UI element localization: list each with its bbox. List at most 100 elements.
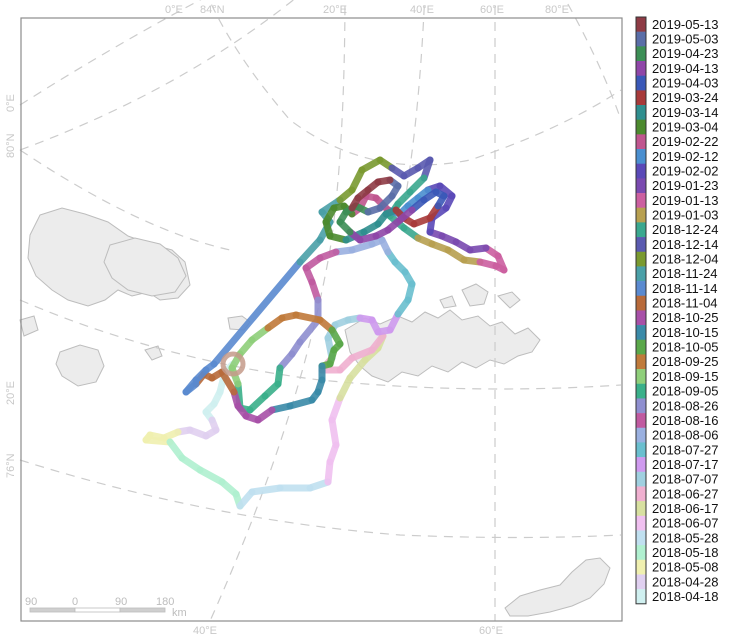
label-left-76n: 76°N	[5, 453, 17, 478]
land-mass-small-islands	[19, 315, 163, 361]
legend-swatch	[636, 442, 646, 458]
legend-swatch	[636, 193, 646, 209]
label-top-0e: 0°E	[165, 4, 183, 16]
legend-swatch	[636, 31, 646, 47]
legend-date-label: 2019-02-12	[652, 149, 719, 164]
legend-swatch	[636, 354, 646, 370]
legend-swatch	[636, 383, 646, 399]
legend-date-label: 2019-05-13	[652, 17, 719, 32]
legend-date-label: 2018-09-15	[652, 369, 719, 384]
track-segment	[210, 258, 304, 368]
date-legend: 2019-05-132019-05-032019-04-232019-04-13…	[635, 16, 719, 605]
legend-date-label: 2018-04-18	[652, 589, 719, 604]
graticule-labels: 0°E 84°N 20°E 40°E 60°E 80°E 0°E 80°N 20…	[5, 4, 569, 637]
legend-swatch	[636, 178, 646, 194]
legend-date-label: 2018-06-07	[652, 516, 719, 531]
legend-swatch	[636, 589, 646, 605]
legend-swatch	[636, 105, 646, 120]
legend-swatch	[636, 486, 646, 502]
track-segment	[292, 311, 324, 324]
legend-swatch	[636, 134, 646, 150]
legend-swatch	[636, 515, 646, 531]
legend-date-label: 2019-01-23	[652, 178, 719, 193]
track-segment	[178, 454, 204, 474]
scale-unit: km	[172, 607, 187, 619]
legend-swatch	[636, 17, 646, 32]
legend-swatch	[636, 369, 646, 385]
track-segment	[196, 466, 226, 486]
legend-swatch	[636, 149, 646, 164]
scale-segment	[119, 607, 166, 613]
track-segment	[336, 374, 354, 402]
legend-swatch	[636, 310, 646, 326]
drift-track	[142, 156, 508, 510]
label-left-80n: 80°N	[5, 133, 17, 158]
track-segment	[218, 368, 238, 396]
legend-swatch	[636, 61, 646, 76]
land-mass-franz-josef-north	[439, 283, 521, 309]
land-mass-nordaustlandet	[103, 237, 187, 297]
legend-date-label: 2018-10-05	[652, 340, 719, 355]
legend-date-label: 2019-03-24	[652, 90, 719, 105]
label-top-80e: 80°E	[545, 4, 569, 16]
legend-date-label: 2018-12-24	[652, 222, 719, 237]
legend-swatch	[636, 281, 646, 297]
legend-date-label: 2018-10-15	[652, 325, 719, 340]
legend-date-label: 2018-07-07	[652, 472, 719, 487]
legend-date-label: 2019-01-13	[652, 193, 719, 208]
legend-date-label: 2019-03-04	[652, 120, 719, 135]
land-mass-edgeoya	[55, 344, 105, 387]
label-top-20e: 20°E	[323, 4, 347, 16]
track-segment	[328, 416, 340, 449]
scale-tick-label: 90	[25, 596, 37, 608]
scale-tick-label: 0	[72, 596, 78, 608]
legend-swatch	[636, 427, 646, 443]
track-segment	[296, 236, 324, 266]
track-segment	[286, 396, 316, 410]
legend-swatch	[636, 545, 646, 561]
track-segment	[348, 166, 366, 194]
legend-swatch	[636, 251, 646, 267]
legend-date-label: 2019-02-22	[652, 134, 719, 149]
track-segment	[142, 436, 174, 446]
label-top-60e: 60°E	[480, 4, 504, 16]
legend-date-label: 2018-12-14	[652, 237, 719, 252]
legend-swatch	[636, 207, 646, 223]
scale-tick-label: 90	[115, 596, 127, 608]
label-left-20e: 20°E	[5, 381, 17, 405]
legend-swatch	[636, 163, 646, 179]
legend-date-label: 2018-06-17	[652, 501, 719, 516]
legend-date-label: 2018-08-06	[652, 428, 719, 443]
legend-date-label: 2018-10-25	[652, 310, 719, 325]
legend-swatch	[636, 237, 646, 253]
track-start-marker	[220, 351, 246, 377]
legend-date-label: 2018-04-28	[652, 574, 719, 589]
legend-color-bar	[635, 16, 647, 605]
legend-date-label: 2019-04-03	[652, 76, 719, 91]
legend-swatch	[636, 46, 646, 62]
legend-swatch	[636, 75, 646, 91]
label-bottom-60e: 60°E	[479, 625, 503, 637]
legend-swatch	[636, 339, 646, 355]
legend-swatch	[636, 457, 646, 473]
track-segment	[328, 394, 344, 424]
legend-date-label: 2018-05-08	[652, 560, 719, 575]
legend-date-label: 2018-09-05	[652, 384, 719, 399]
legend-date-label: 2019-05-03	[652, 32, 719, 47]
legend-date-label: 2018-11-24	[652, 266, 718, 281]
track-segment	[348, 346, 376, 362]
legend-swatch	[636, 471, 646, 487]
legend-swatch	[636, 90, 646, 106]
scale-tick-label: 180	[156, 596, 174, 608]
legend-swatch	[636, 222, 646, 238]
legend-date-label: 2019-04-23	[652, 46, 719, 61]
legend-date-label: 2018-12-04	[652, 252, 719, 267]
track-segment	[346, 356, 369, 382]
legend-swatch	[636, 530, 646, 546]
legend-swatch	[636, 413, 646, 429]
legend-date-label: 2018-11-14	[652, 281, 718, 296]
legend-date-label: 2018-08-16	[652, 413, 719, 428]
legend-swatch	[636, 559, 646, 575]
scale-bar: 90 0 90 180 km	[25, 596, 187, 619]
